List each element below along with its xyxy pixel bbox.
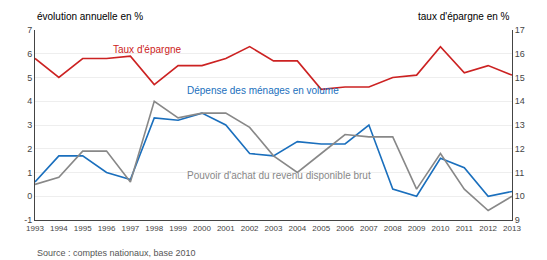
svg-text:13: 13 (515, 120, 525, 130)
svg-text:2002: 2002 (241, 224, 259, 233)
svg-text:2013: 2013 (503, 224, 521, 233)
svg-text:5: 5 (27, 73, 32, 83)
svg-text:7: 7 (27, 25, 32, 35)
svg-text:2001: 2001 (217, 224, 235, 233)
svg-text:16: 16 (515, 49, 525, 59)
svg-text:évolution annuelle en %: évolution annuelle en % (37, 11, 143, 22)
svg-text:4: 4 (27, 96, 32, 106)
svg-text:2012: 2012 (479, 224, 497, 233)
svg-text:1999: 1999 (169, 224, 187, 233)
svg-text:2005: 2005 (312, 224, 330, 233)
svg-text:1998: 1998 (145, 224, 163, 233)
svg-text:2003: 2003 (265, 224, 283, 233)
svg-text:Source : comptes nationaux, ba: Source : comptes nationaux, base 2010 (37, 248, 196, 258)
svg-text:2007: 2007 (360, 224, 378, 233)
svg-text:12: 12 (515, 144, 525, 154)
svg-text:Taux d'épargne: Taux d'épargne (113, 44, 182, 55)
svg-text:0: 0 (27, 191, 32, 201)
svg-text:1995: 1995 (74, 224, 92, 233)
svg-text:2: 2 (27, 144, 32, 154)
svg-text:1996: 1996 (98, 224, 116, 233)
svg-text:15: 15 (515, 73, 525, 83)
svg-text:Dépense des ménages en volume: Dépense des ménages en volume (187, 85, 339, 96)
svg-text:taux d'épargne en %: taux d'épargne en % (418, 11, 510, 22)
svg-text:10: 10 (515, 191, 525, 201)
svg-text:9: 9 (515, 215, 520, 225)
svg-text:6: 6 (27, 49, 32, 59)
svg-text:2008: 2008 (384, 224, 402, 233)
svg-text:Pouvoir d'achat du revenu disp: Pouvoir d'achat du revenu disponible bru… (187, 170, 371, 181)
svg-text:2006: 2006 (336, 224, 354, 233)
svg-text:2009: 2009 (408, 224, 426, 233)
svg-text:2004: 2004 (288, 224, 306, 233)
svg-text:2010: 2010 (432, 224, 450, 233)
svg-text:11: 11 (515, 168, 524, 178)
svg-text:-1: -1 (24, 215, 32, 225)
svg-text:2011: 2011 (456, 224, 474, 233)
svg-text:2000: 2000 (193, 224, 211, 233)
svg-text:3: 3 (27, 120, 32, 130)
svg-text:1: 1 (27, 168, 32, 178)
svg-text:17: 17 (515, 25, 525, 35)
svg-text:1997: 1997 (122, 224, 140, 233)
svg-text:14: 14 (515, 96, 525, 106)
svg-text:1994: 1994 (50, 224, 68, 233)
svg-text:1993: 1993 (26, 224, 44, 233)
